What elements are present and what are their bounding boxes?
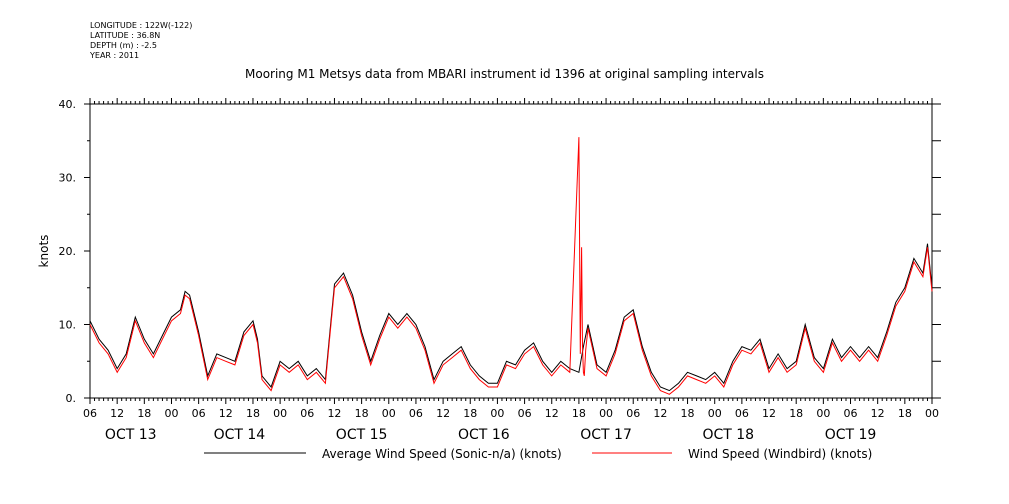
year-text: YEAR : 2011 (90, 51, 140, 60)
x-tick-label: 12 (436, 407, 450, 420)
x-tick-label: 00 (925, 407, 939, 420)
y-tick-label: 20. (59, 245, 77, 258)
x-tick-label: 18 (355, 407, 369, 420)
x-tick-label: 00 (164, 407, 178, 420)
x-tick-label: 06 (83, 407, 97, 420)
x-tick-label: 12 (653, 407, 667, 420)
y-tick-label: 30. (59, 172, 77, 185)
chart-title: Mooring M1 Metsys data from MBARI instru… (245, 67, 764, 81)
x-tick-label: 12 (219, 407, 233, 420)
x-tick-label: 18 (246, 407, 260, 420)
x-tick-label: 06 (300, 407, 314, 420)
series-line-average-wind-speed (89, 243, 933, 392)
x-tick-label: 18 (463, 407, 477, 420)
x-tick-label: 00 (599, 407, 613, 420)
x-day-label: OCT 14 (214, 427, 266, 443)
y-tick-label: 40. (59, 98, 77, 111)
x-tick-label: 18 (137, 407, 151, 420)
x-tick-label: 06 (192, 407, 206, 420)
x-day-label: OCT 18 (702, 427, 754, 443)
x-tick-label: 00 (490, 407, 504, 420)
x-tick-label: 06 (735, 407, 749, 420)
series-layer (89, 137, 933, 395)
x-tick-label: 06 (844, 407, 858, 420)
x-tick-label: 00 (382, 407, 396, 420)
y-tick-label: 10. (59, 319, 77, 332)
x-tick-label: 12 (110, 407, 124, 420)
x-day-label: OCT 13 (105, 427, 157, 443)
x-tick-label: 06 (518, 407, 532, 420)
x-tick-label: 12 (762, 407, 776, 420)
legend-label: Wind Speed (Windbird) (knots) (688, 447, 872, 461)
depth-text: DEPTH (m) : -2.5 (90, 41, 157, 50)
x-day-label: OCT 19 (825, 427, 877, 443)
x-tick-label: 00 (816, 407, 830, 420)
chart-axes: 0. 10. 20. 30. 40. knots 06 12 18 00 06 12 18 00 06 12 1… (37, 98, 941, 443)
x-tick-label: 12 (871, 407, 885, 420)
x-tick-label: 18 (681, 407, 695, 420)
x-tick-label: 00 (273, 407, 287, 420)
x-tick-label: 18 (789, 407, 803, 420)
x-day-label: OCT 15 (336, 427, 388, 443)
metadata-block: LONGITUDE : 122W(-122) LATITUDE : 36.8N … (90, 21, 192, 61)
x-tick-label: 18 (898, 407, 912, 420)
chart-legend: Average Wind Speed (Sonic-n/a) (knots) Wi… (204, 447, 872, 461)
series-line-windbird-wind-speed (89, 137, 933, 395)
legend-label: Average Wind Speed (Sonic-n/a) (knots) (322, 447, 562, 461)
x-tick-label: 12 (545, 407, 559, 420)
longitude-text: LONGITUDE : 122W(-122) (90, 21, 193, 30)
x-tick-label: 00 (708, 407, 722, 420)
x-day-label: OCT 17 (580, 427, 632, 443)
x-tick-label: 06 (626, 407, 640, 420)
x-tick-label: 06 (409, 407, 423, 420)
x-tick-label: 12 (327, 407, 341, 420)
x-day-label: OCT 16 (458, 427, 510, 443)
latitude-text: LATITUDE : 36.8N (90, 31, 161, 40)
y-tick-label: 0. (66, 392, 77, 405)
y-axis-label: knots (37, 235, 51, 268)
x-tick-label: 18 (572, 407, 586, 420)
